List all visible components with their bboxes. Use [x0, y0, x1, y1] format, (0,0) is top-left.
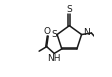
Text: NH: NH — [46, 54, 60, 63]
Text: S: S — [66, 5, 72, 13]
Text: N: N — [82, 28, 89, 37]
Text: O: O — [44, 27, 51, 36]
Text: S: S — [51, 30, 56, 39]
